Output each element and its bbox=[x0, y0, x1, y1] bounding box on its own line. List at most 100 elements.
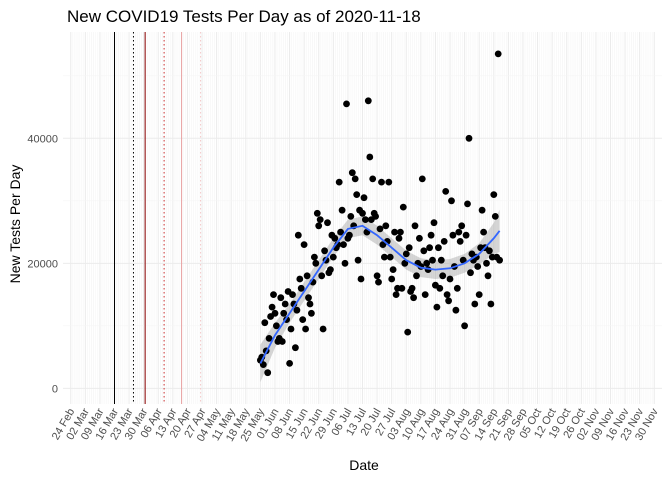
data-point bbox=[315, 222, 323, 230]
data-point bbox=[303, 272, 311, 280]
data-point bbox=[281, 300, 289, 308]
data-point bbox=[337, 228, 344, 236]
data-point bbox=[353, 191, 361, 199]
data-point bbox=[300, 241, 308, 249]
data-point bbox=[392, 291, 400, 298]
data-point bbox=[398, 284, 406, 292]
data-point bbox=[456, 238, 464, 245]
data-point bbox=[318, 272, 326, 280]
data-point bbox=[421, 291, 429, 298]
smooth-trend-line bbox=[259, 224, 501, 364]
data-point bbox=[475, 291, 483, 298]
chart-title: New COVID19 Tests Per Day as of 2020-11-… bbox=[67, 7, 421, 26]
data-point bbox=[362, 216, 369, 224]
data-point bbox=[261, 319, 269, 327]
data-point bbox=[490, 191, 498, 199]
data-point bbox=[313, 209, 321, 217]
data-point bbox=[397, 228, 404, 236]
data-point bbox=[411, 222, 419, 230]
data-point bbox=[335, 178, 343, 186]
data-point bbox=[324, 219, 331, 227]
data-point bbox=[321, 247, 328, 255]
data-point bbox=[467, 269, 474, 277]
data-point bbox=[449, 231, 457, 239]
data-point bbox=[462, 231, 470, 239]
data-point bbox=[338, 206, 346, 214]
data-point bbox=[277, 294, 285, 302]
data-point bbox=[354, 256, 362, 264]
data-point bbox=[440, 238, 448, 245]
data-point bbox=[329, 253, 337, 261]
y-tick-label: 20000 bbox=[27, 258, 58, 270]
data-point bbox=[418, 175, 426, 183]
data-point bbox=[346, 231, 353, 239]
data-point bbox=[410, 294, 417, 302]
data-point bbox=[312, 259, 320, 267]
data-point bbox=[327, 266, 334, 273]
data-point bbox=[316, 216, 324, 224]
data-point bbox=[402, 250, 410, 258]
data-point bbox=[429, 256, 436, 264]
data-point bbox=[271, 309, 279, 317]
data-point bbox=[442, 188, 450, 195]
data-point bbox=[381, 253, 388, 261]
data-point bbox=[453, 284, 461, 292]
y-tick-label: 0 bbox=[52, 383, 58, 395]
data-point bbox=[270, 291, 277, 298]
data-point bbox=[306, 300, 314, 308]
data-point bbox=[372, 213, 379, 220]
data-point bbox=[378, 178, 385, 186]
data-point bbox=[302, 325, 309, 333]
trend-line bbox=[259, 224, 501, 364]
data-point bbox=[386, 253, 394, 261]
data-point bbox=[404, 328, 412, 336]
data-point bbox=[265, 335, 273, 342]
data-point bbox=[347, 213, 355, 220]
data-point bbox=[423, 259, 431, 267]
data-point bbox=[480, 228, 487, 236]
data-point bbox=[458, 222, 466, 230]
y-tick-label: 40000 bbox=[27, 133, 58, 145]
data-point bbox=[296, 275, 304, 283]
data-point bbox=[413, 272, 420, 280]
data-point bbox=[420, 247, 428, 255]
data-point bbox=[305, 294, 312, 302]
data-point bbox=[385, 178, 393, 186]
y-axis-title: New Tests Per Day bbox=[7, 165, 23, 284]
data-point bbox=[474, 263, 482, 270]
data-point bbox=[436, 284, 444, 292]
data-point bbox=[311, 253, 318, 261]
data-point bbox=[294, 231, 302, 239]
data-point bbox=[341, 259, 349, 267]
data-point bbox=[299, 316, 307, 323]
data-point bbox=[389, 266, 397, 273]
data-point bbox=[459, 256, 467, 264]
data-point bbox=[391, 228, 398, 236]
data-point bbox=[464, 200, 471, 208]
data-point bbox=[395, 234, 403, 242]
data-point bbox=[297, 284, 305, 292]
data-point bbox=[388, 275, 396, 283]
data-point bbox=[471, 300, 479, 308]
data-point bbox=[401, 259, 409, 267]
data-point bbox=[369, 175, 377, 183]
data-point bbox=[382, 222, 390, 230]
data-point bbox=[446, 275, 454, 283]
data-point bbox=[357, 275, 365, 283]
data-point bbox=[399, 203, 407, 211]
data-point bbox=[433, 303, 441, 311]
data-point bbox=[373, 272, 381, 280]
data-point bbox=[278, 338, 286, 345]
data-point bbox=[435, 244, 442, 252]
data-point bbox=[483, 259, 490, 267]
data-point bbox=[487, 300, 495, 308]
data-point bbox=[360, 194, 368, 202]
data-point bbox=[439, 272, 447, 280]
data-point bbox=[280, 309, 288, 317]
data-point bbox=[494, 50, 502, 58]
reference-lines bbox=[113, 32, 202, 404]
data-point bbox=[496, 256, 503, 264]
data-point bbox=[273, 322, 280, 330]
data-point bbox=[452, 306, 460, 314]
data-point bbox=[461, 322, 468, 330]
